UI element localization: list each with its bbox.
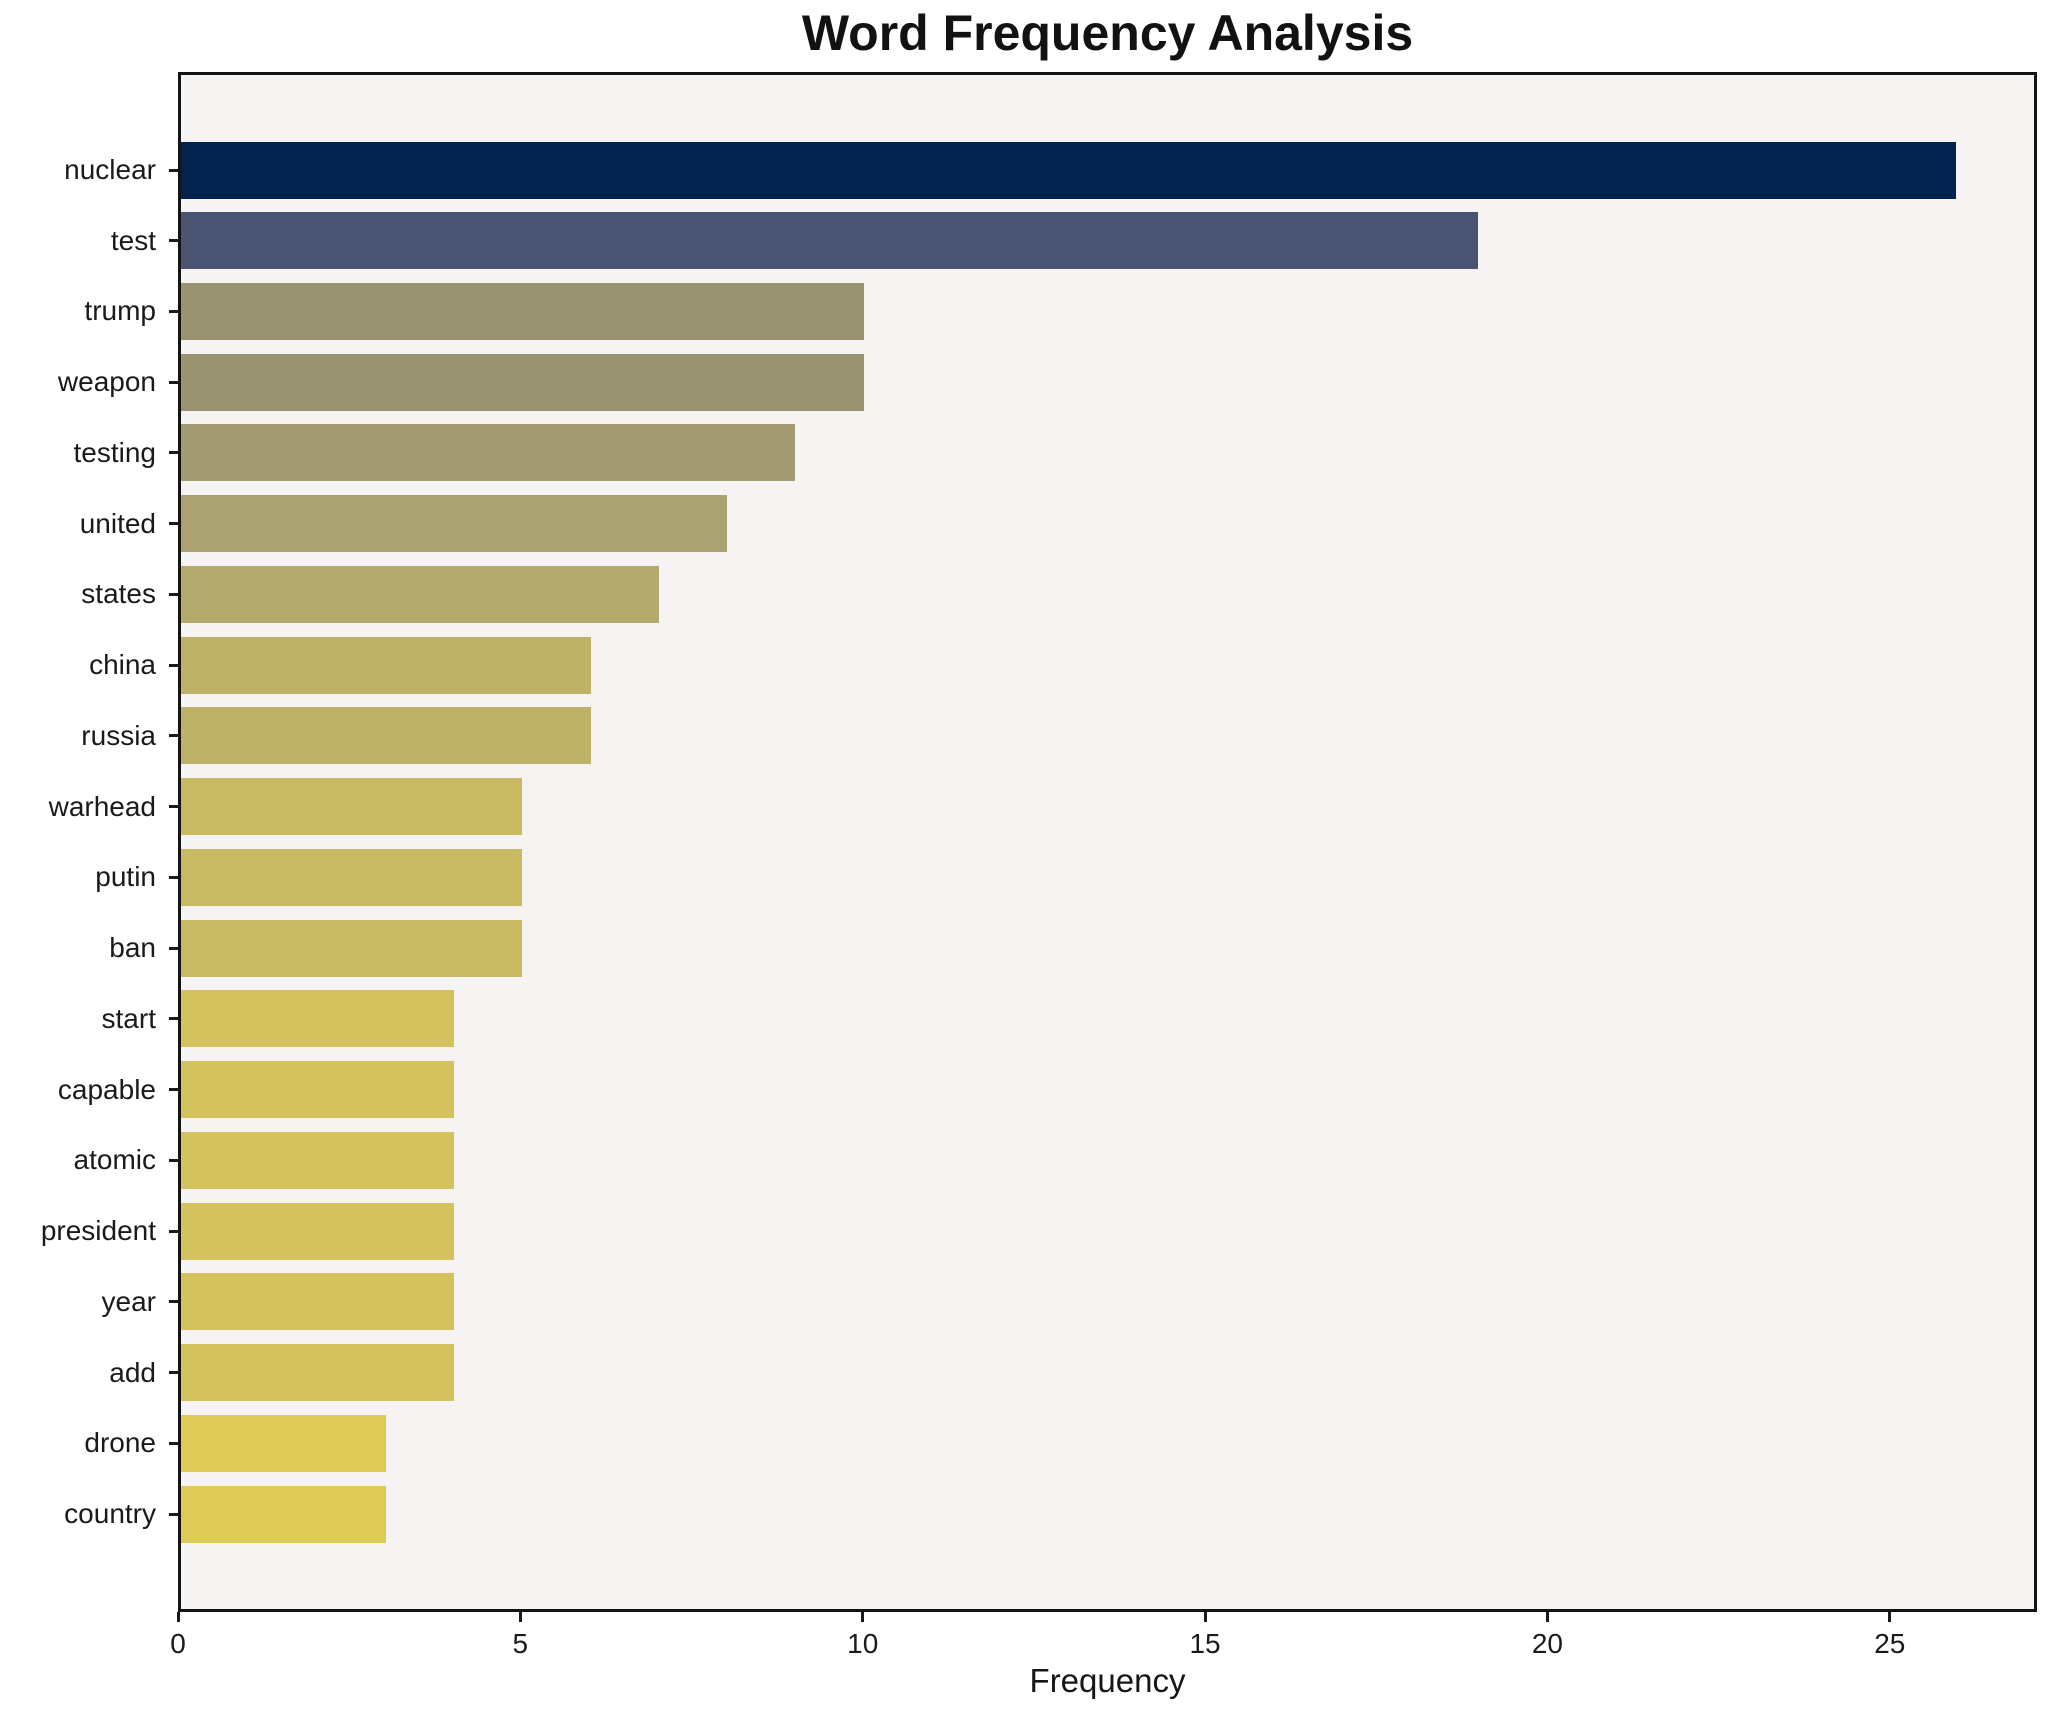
x-axis: 0 5 10 15 20 25 <box>170 1612 2037 1676</box>
y-tick-mark <box>169 168 178 172</box>
x-tick-mark <box>176 1612 180 1622</box>
y-tick-mark <box>169 592 178 596</box>
y-tick-label-testing: testing <box>73 436 157 468</box>
y-tick-mark <box>169 1371 178 1375</box>
y-tick-label-president: president <box>40 1215 156 1247</box>
bar-drone <box>181 1414 386 1472</box>
y-tick-mark <box>169 1088 178 1092</box>
y-tick-label-russia: russia <box>81 719 156 751</box>
x-tick-mark <box>1888 1612 1892 1622</box>
y-tick-label-country: country <box>64 1498 156 1530</box>
y-tick-mark <box>169 1158 178 1162</box>
y-tick-mark <box>169 380 178 384</box>
y-tick-mark <box>169 309 178 313</box>
y-axis: nuclear test trump weapon testing united state… <box>0 72 178 1612</box>
bar-start <box>181 990 454 1048</box>
y-tick-mark <box>169 1300 178 1304</box>
y-tick-mark <box>169 1512 178 1516</box>
x-tick-label-10: 10 <box>847 1628 879 1659</box>
y-tick-label-putin: putin <box>95 861 156 893</box>
x-tick-mark <box>861 1612 865 1622</box>
bar-nuclear <box>181 141 1956 199</box>
y-tick-label-year: year <box>101 1285 156 1317</box>
bar-year <box>181 1273 454 1331</box>
y-tick-mark <box>169 1441 178 1445</box>
y-tick-label-china: china <box>89 649 156 681</box>
bar-test <box>181 212 1478 270</box>
y-tick-mark <box>169 1017 178 1021</box>
x-tick-mark <box>518 1612 522 1622</box>
bar-ban <box>181 919 523 977</box>
y-tick-label-start: start <box>101 1002 156 1034</box>
bar-weapon <box>181 353 864 411</box>
x-tick-label-25: 25 <box>1874 1628 1906 1659</box>
bar-country <box>181 1485 386 1543</box>
bar-putin <box>181 848 523 906</box>
bar-warhead <box>181 778 523 836</box>
bar-testing <box>181 424 796 482</box>
x-tick-label-5: 5 <box>512 1628 529 1659</box>
y-tick-label-capable: capable <box>57 1073 156 1105</box>
bar-add <box>181 1344 454 1402</box>
x-axis-label: Frequency <box>1029 1662 1186 1699</box>
y-tick-label-states: states <box>81 578 156 610</box>
bar-capable <box>181 1061 454 1119</box>
chart-title: Word Frequency Analysis <box>801 5 1414 61</box>
y-tick-label-add: add <box>109 1356 156 1388</box>
y-tick-mark <box>169 946 178 950</box>
x-tick-label-20: 20 <box>1531 1628 1563 1659</box>
y-tick-mark <box>169 663 178 667</box>
bar-united <box>181 495 727 553</box>
y-tick-mark <box>169 239 178 243</box>
bar-atomic <box>181 1131 454 1189</box>
y-tick-mark <box>169 734 178 738</box>
x-tick-label-15: 15 <box>1189 1628 1221 1659</box>
y-tick-label-warhead: warhead <box>48 790 156 822</box>
y-tick-label-ban: ban <box>109 932 156 964</box>
y-tick-label-atomic: atomic <box>73 1144 156 1176</box>
bar-russia <box>181 707 591 765</box>
y-tick-mark <box>169 522 178 526</box>
y-tick-mark <box>169 875 178 879</box>
bar-states <box>181 565 659 623</box>
bar-china <box>181 636 591 694</box>
y-tick-label-weapon: weapon <box>57 366 156 398</box>
plot-area <box>178 72 2037 1612</box>
y-tick-label-drone: drone <box>84 1427 156 1459</box>
y-tick-mark <box>169 451 178 455</box>
x-tick-mark <box>1545 1612 1549 1622</box>
y-tick-label-trump: trump <box>84 295 156 327</box>
y-tick-mark <box>169 805 178 809</box>
y-tick-mark <box>169 1229 178 1233</box>
bar-trump <box>181 282 864 340</box>
y-tick-label-nuclear: nuclear <box>64 154 156 185</box>
x-tick-label-0: 0 <box>170 1628 186 1659</box>
bar-president <box>181 1202 454 1260</box>
y-tick-label-test: test <box>110 224 156 256</box>
x-tick-mark <box>1203 1612 1207 1622</box>
y-tick-label-united: united <box>79 507 156 539</box>
